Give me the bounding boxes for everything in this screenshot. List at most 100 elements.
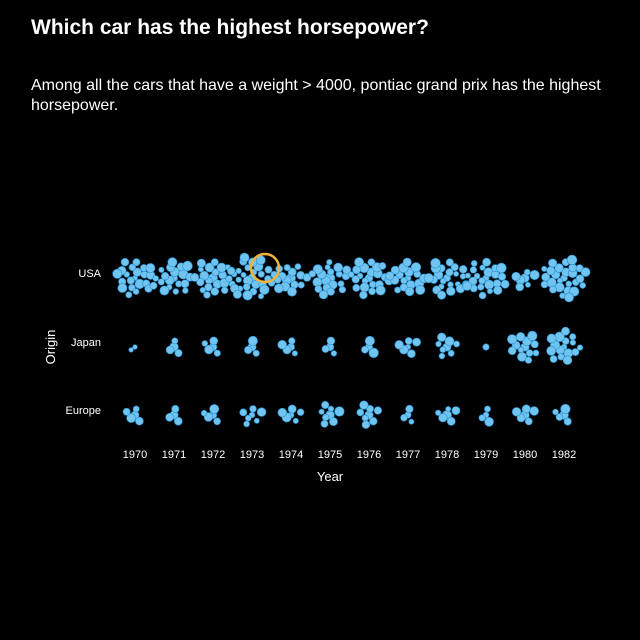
- car-dot[interactable]: [525, 281, 531, 288]
- car-dot[interactable]: [564, 292, 574, 303]
- car-dot[interactable]: [245, 414, 252, 422]
- car-dot[interactable]: [120, 258, 130, 267]
- car-dot[interactable]: [159, 285, 170, 296]
- car-dot[interactable]: [569, 339, 577, 346]
- car-dot[interactable]: [540, 280, 549, 289]
- car-dot[interactable]: [496, 262, 507, 274]
- car-dot[interactable]: [227, 266, 236, 276]
- car-dot[interactable]: [552, 408, 559, 416]
- car-dot[interactable]: [361, 414, 369, 422]
- car-dot[interactable]: [209, 336, 218, 346]
- car-dot[interactable]: [235, 267, 242, 275]
- car-dot[interactable]: [478, 291, 487, 300]
- car-dot[interactable]: [321, 345, 330, 353]
- car-dot[interactable]: [221, 286, 229, 294]
- car-dot[interactable]: [440, 277, 447, 285]
- car-dot[interactable]: [196, 258, 206, 268]
- car-dot[interactable]: [435, 409, 442, 416]
- car-dot[interactable]: [132, 258, 141, 267]
- car-dot[interactable]: [182, 287, 189, 294]
- car-dot[interactable]: [445, 406, 452, 412]
- car-dot[interactable]: [126, 413, 137, 423]
- car-dot[interactable]: [561, 326, 570, 336]
- car-dot[interactable]: [459, 273, 467, 280]
- car-dot[interactable]: [580, 267, 591, 277]
- car-dot[interactable]: [287, 267, 297, 277]
- car-dot[interactable]: [277, 407, 287, 418]
- car-dot[interactable]: [174, 349, 183, 358]
- car-dot[interactable]: [287, 286, 297, 297]
- car-dot[interactable]: [126, 276, 135, 285]
- car-dot[interactable]: [565, 280, 573, 288]
- car-dot[interactable]: [548, 258, 558, 268]
- car-dot[interactable]: [324, 264, 331, 271]
- car-dot[interactable]: [128, 347, 134, 353]
- car-dot[interactable]: [145, 263, 156, 273]
- car-dot[interactable]: [174, 416, 183, 426]
- car-dot[interactable]: [412, 337, 421, 347]
- car-dot[interactable]: [165, 412, 174, 422]
- car-dot[interactable]: [500, 279, 510, 289]
- car-dot[interactable]: [437, 290, 447, 300]
- car-dot[interactable]: [459, 265, 468, 274]
- car-dot[interactable]: [415, 284, 426, 295]
- car-dot[interactable]: [364, 335, 375, 346]
- car-dot[interactable]: [273, 283, 284, 294]
- car-dot[interactable]: [529, 269, 540, 280]
- car-dot[interactable]: [167, 257, 178, 268]
- car-dot[interactable]: [527, 330, 538, 342]
- car-dot[interactable]: [394, 340, 404, 350]
- car-dot[interactable]: [190, 272, 200, 282]
- car-dot[interactable]: [200, 409, 208, 417]
- car-dot[interactable]: [394, 286, 401, 294]
- car-dot[interactable]: [470, 260, 478, 267]
- car-dot[interactable]: [264, 265, 273, 274]
- car-dot[interactable]: [288, 337, 296, 345]
- car-dot[interactable]: [158, 266, 165, 273]
- car-dot[interactable]: [334, 406, 345, 417]
- car-dot[interactable]: [253, 417, 260, 424]
- car-dot[interactable]: [302, 273, 312, 282]
- car-dot[interactable]: [112, 268, 123, 279]
- car-dot[interactable]: [125, 291, 133, 299]
- car-dot[interactable]: [478, 277, 486, 285]
- car-dot[interactable]: [240, 271, 247, 278]
- car-dot[interactable]: [423, 273, 434, 284]
- car-dot[interactable]: [243, 420, 250, 428]
- car-dot[interactable]: [404, 337, 413, 345]
- car-dot[interactable]: [351, 275, 360, 284]
- car-dot[interactable]: [515, 332, 526, 342]
- car-dot[interactable]: [210, 258, 219, 267]
- car-dot[interactable]: [373, 406, 383, 415]
- car-dot[interactable]: [257, 270, 265, 278]
- car-dot[interactable]: [437, 332, 447, 342]
- car-dot[interactable]: [560, 403, 571, 415]
- car-dot[interactable]: [484, 279, 495, 290]
- car-dot[interactable]: [296, 408, 305, 416]
- car-dot[interactable]: [546, 333, 557, 344]
- car-dot[interactable]: [524, 356, 533, 364]
- car-dot[interactable]: [161, 272, 170, 281]
- car-dot[interactable]: [213, 417, 221, 426]
- car-dot[interactable]: [575, 274, 585, 284]
- car-dot[interactable]: [444, 336, 455, 347]
- car-dot[interactable]: [277, 340, 287, 350]
- car-dot[interactable]: [199, 270, 209, 281]
- car-dot[interactable]: [318, 408, 325, 415]
- car-dot[interactable]: [368, 347, 379, 359]
- car-dot[interactable]: [326, 336, 336, 346]
- car-dot[interactable]: [249, 405, 257, 413]
- car-dot[interactable]: [235, 276, 242, 283]
- car-dot[interactable]: [326, 259, 333, 266]
- car-dot[interactable]: [484, 405, 491, 413]
- car-dot[interactable]: [400, 414, 408, 422]
- car-dot[interactable]: [484, 416, 494, 427]
- car-dot[interactable]: [308, 270, 316, 278]
- car-dot[interactable]: [555, 413, 564, 421]
- car-dot[interactable]: [321, 400, 330, 409]
- car-dot[interactable]: [291, 350, 298, 357]
- car-dot[interactable]: [247, 335, 258, 346]
- car-dot[interactable]: [511, 407, 522, 417]
- car-dot[interactable]: [337, 280, 345, 288]
- car-dot[interactable]: [117, 283, 128, 293]
